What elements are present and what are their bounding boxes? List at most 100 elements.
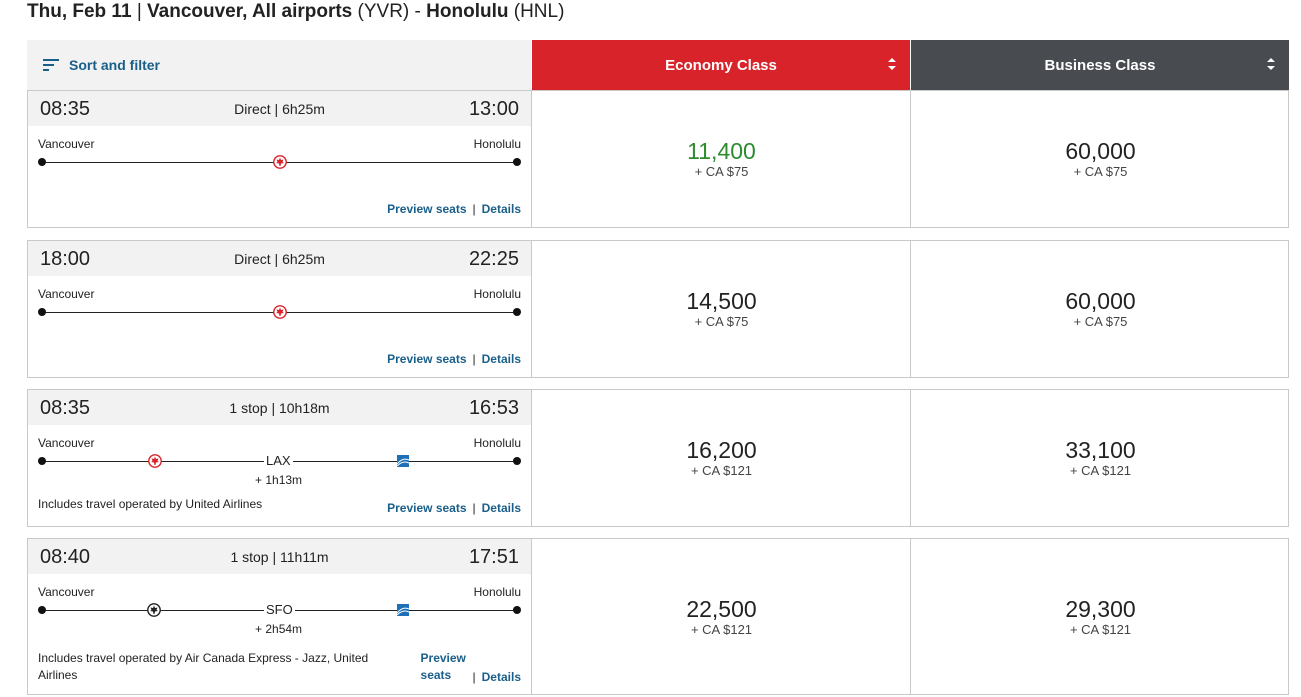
layover-duration: + 1h13m <box>255 473 303 487</box>
economy-points: 14,500 <box>686 288 757 314</box>
business-points: 60,000 <box>1065 288 1136 314</box>
economy-class-label: Economy Class <box>665 57 777 74</box>
destination-city: Honolulu <box>473 436 521 450</box>
business-points: 60,000 <box>1065 138 1136 164</box>
origin-dot <box>38 606 46 614</box>
business-fee: + CA $121 <box>1069 621 1132 637</box>
air-canada-maple-leaf-icon <box>148 454 162 468</box>
origin-code: (YVR) <box>357 1 410 22</box>
business-fare-cell[interactable]: 60,000 + CA $75 <box>912 241 1289 377</box>
title-dash: - <box>414 1 421 22</box>
flight-duration: Direct | 6h25m <box>234 251 325 267</box>
operated-by-note: Includes travel operated by Air Canada E… <box>38 651 369 682</box>
destination-dot <box>513 308 521 316</box>
economy-points: 16,200 <box>686 437 757 463</box>
united-airlines-globe-icon <box>397 604 409 616</box>
origin-city: Vancouver <box>38 585 95 599</box>
destination-dot <box>513 457 521 465</box>
economy-fare-cell[interactable]: 16,200 + CA $121 <box>533 390 911 526</box>
preview-seats-link[interactable]: Preview seats <box>420 651 466 682</box>
flight-info: 08:35 1 stop | 10h18m 16:53 Vancouver Ho… <box>28 390 532 526</box>
flight-info: 18:00 Direct | 6h25m 22:25 Vancouver Hon… <box>28 241 532 377</box>
departure-time: 18:00 <box>40 248 91 270</box>
flight-time-bar: 08:35 1 stop | 10h18m 16:53 <box>28 390 531 425</box>
origin-name: Vancouver, All airports <box>147 1 353 22</box>
business-fare-cell[interactable]: 33,100 + CA $121 <box>912 390 1289 526</box>
flight-row: 08:35 Direct | 6h25m 13:00 Vancouver Hon… <box>27 90 1289 228</box>
origin-city: Vancouver <box>38 436 95 450</box>
flight-time-bar: 08:40 1 stop | 11h11m 17:51 <box>28 539 531 574</box>
economy-fee: + CA $121 <box>690 621 753 637</box>
destination-city: Honolulu <box>473 137 521 151</box>
flight-row: 08:40 1 stop | 11h11m 17:51 Vancouver Ho… <box>27 538 1289 695</box>
flight-time-bar: 08:35 Direct | 6h25m 13:00 <box>28 91 531 126</box>
business-fare-cell[interactable]: 29,300 + CA $121 <box>912 539 1289 694</box>
preview-seats-link[interactable]: Preview seats <box>387 501 467 515</box>
stopover-airport: LAX <box>264 453 293 469</box>
layover-duration: + 2h54m <box>255 622 303 636</box>
flight-row: 08:35 1 stop | 10h18m 16:53 Vancouver Ho… <box>27 389 1289 527</box>
sort-lines-icon <box>43 59 59 71</box>
economy-fee: + CA $75 <box>694 164 749 179</box>
details-link[interactable]: Details <box>481 501 521 515</box>
united-airlines-globe-icon <box>397 455 409 467</box>
flight-links: Preview seats | Details <box>387 501 521 515</box>
departure-time: 08:35 <box>40 397 91 419</box>
business-fare-cell[interactable]: 60,000 + CA $75 <box>912 91 1289 227</box>
preview-seats-link[interactable]: Preview seats <box>387 202 467 216</box>
business-class-label: Business Class <box>1044 57 1156 74</box>
details-link[interactable]: Details <box>481 352 521 366</box>
sort-filter-label: Sort and filter <box>69 57 161 73</box>
departure-time: 08:35 <box>40 98 91 120</box>
arrival-time: 13:00 <box>468 98 519 120</box>
flight-links: Preview seats | Details <box>387 202 521 216</box>
sort-arrows-icon <box>1267 58 1275 70</box>
sort-filter-button[interactable]: Sort and filter <box>27 40 531 90</box>
stopover-airport: SFO <box>264 602 295 618</box>
preview-seats-link[interactable]: Preview seats <box>387 352 467 366</box>
flight-duration: Direct | 6h25m <box>234 101 325 117</box>
business-points: 33,100 <box>1065 437 1136 463</box>
flight-info: 08:40 1 stop | 11h11m 17:51 Vancouver Ho… <box>28 539 532 694</box>
economy-points: 22,500 <box>686 595 757 622</box>
arrival-time: 17:51 <box>468 546 519 568</box>
business-fee: + CA $75 <box>1073 314 1128 329</box>
economy-class-header[interactable]: Economy Class <box>532 40 910 91</box>
flight-info: 08:35 Direct | 6h25m 13:00 Vancouver Hon… <box>28 91 532 227</box>
title-separator: | <box>136 1 142 22</box>
details-link[interactable]: Details <box>481 202 521 216</box>
economy-fare-cell[interactable]: 14,500 + CA $75 <box>533 241 911 377</box>
business-fee: + CA $75 <box>1073 164 1128 179</box>
destination-dot <box>513 158 521 166</box>
departure-time: 08:40 <box>40 546 91 568</box>
flight-links: Preview seats | Details <box>420 651 521 684</box>
economy-fee: + CA $121 <box>690 463 753 478</box>
air-canada-express-leaf-icon <box>147 603 161 617</box>
operated-by-note: Includes travel operated by United Airli… <box>38 497 263 511</box>
origin-dot <box>38 457 46 465</box>
flight-duration: 1 stop | 11h11m <box>230 549 329 565</box>
destination-dot <box>513 606 521 614</box>
economy-fare-cell[interactable]: 11,400 + CA $75 <box>533 91 911 227</box>
flight-duration: 1 stop | 10h18m <box>229 400 330 416</box>
origin-city: Vancouver <box>38 287 95 301</box>
economy-points: 11,400 <box>687 138 756 164</box>
flight-row: 18:00 Direct | 6h25m 22:25 Vancouver Hon… <box>27 240 1289 378</box>
destination-name: Honolulu <box>426 1 509 22</box>
destination-city: Honolulu <box>473 287 521 301</box>
business-points: 29,300 <box>1065 595 1136 622</box>
business-fee: + CA $121 <box>1069 463 1132 478</box>
arrival-time: 22:25 <box>468 248 519 270</box>
origin-city: Vancouver <box>38 137 95 151</box>
flight-links: Preview seats | Details <box>387 352 521 366</box>
business-class-header[interactable]: Business Class <box>911 40 1289 91</box>
sort-arrows-icon <box>888 58 896 70</box>
details-link[interactable]: Details <box>481 670 521 684</box>
economy-fee: + CA $75 <box>694 314 749 329</box>
economy-fare-cell[interactable]: 22,500 + CA $121 <box>533 539 911 694</box>
air-canada-maple-leaf-icon <box>273 305 287 319</box>
arrival-time: 16:53 <box>468 397 519 419</box>
origin-dot <box>38 158 46 166</box>
destination-city: Honolulu <box>473 585 521 599</box>
travel-date: Thu, Feb 11 <box>27 1 132 22</box>
